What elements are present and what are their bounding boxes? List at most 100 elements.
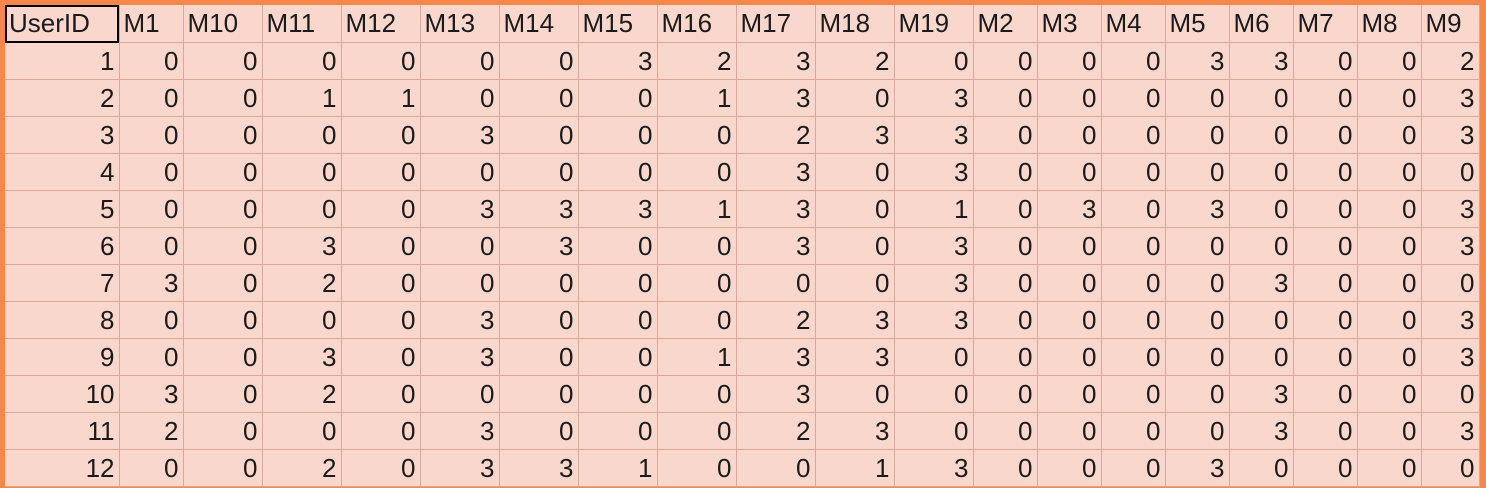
- rating-cell[interactable]: 3: [1421, 338, 1480, 376]
- rating-cell[interactable]: 0: [1357, 116, 1422, 154]
- rating-cell[interactable]: 0: [183, 449, 263, 487]
- rating-cell[interactable]: 3: [1165, 42, 1230, 80]
- rating-cell[interactable]: 0: [119, 79, 184, 117]
- rating-cell[interactable]: 0: [1229, 153, 1294, 191]
- rating-cell[interactable]: 0: [183, 227, 263, 265]
- header-cell-m3[interactable]: M3: [1037, 5, 1102, 43]
- rating-cell[interactable]: 3: [1229, 412, 1294, 450]
- rating-cell[interactable]: 0: [973, 449, 1038, 487]
- rating-cell[interactable]: 0: [183, 264, 263, 302]
- rating-cell[interactable]: 0: [119, 116, 184, 154]
- rating-cell[interactable]: 0: [1293, 449, 1358, 487]
- rating-cell[interactable]: 0: [1037, 375, 1102, 413]
- rating-cell[interactable]: 3: [1421, 116, 1480, 154]
- rating-cell[interactable]: 0: [1293, 338, 1358, 376]
- header-cell-m1[interactable]: M1: [119, 5, 184, 43]
- rating-cell[interactable]: 0: [1165, 412, 1230, 450]
- userid-cell[interactable]: 4: [5, 153, 120, 191]
- rating-cell[interactable]: 0: [657, 449, 737, 487]
- rating-cell[interactable]: 2: [736, 116, 816, 154]
- rating-cell[interactable]: 0: [1165, 264, 1230, 302]
- userid-cell[interactable]: 1: [5, 42, 120, 80]
- rating-cell[interactable]: 0: [1165, 153, 1230, 191]
- rating-cell[interactable]: 0: [1037, 153, 1102, 191]
- rating-cell[interactable]: 0: [262, 153, 342, 191]
- rating-cell[interactable]: 0: [1037, 42, 1102, 80]
- rating-cell[interactable]: 0: [262, 42, 342, 80]
- rating-cell[interactable]: 0: [894, 338, 974, 376]
- rating-cell[interactable]: 0: [1357, 153, 1422, 191]
- rating-cell[interactable]: 0: [894, 375, 974, 413]
- rating-cell[interactable]: 0: [1293, 153, 1358, 191]
- rating-cell[interactable]: 2: [119, 412, 184, 450]
- rating-cell[interactable]: 3: [420, 449, 500, 487]
- rating-cell[interactable]: 0: [973, 116, 1038, 154]
- rating-cell[interactable]: 0: [499, 301, 579, 339]
- rating-cell[interactable]: 1: [657, 79, 737, 117]
- userid-cell[interactable]: 6: [5, 227, 120, 265]
- rating-cell[interactable]: 0: [736, 449, 816, 487]
- rating-cell[interactable]: 3: [1421, 227, 1480, 265]
- rating-cell[interactable]: 0: [657, 412, 737, 450]
- rating-cell[interactable]: 0: [499, 79, 579, 117]
- rating-cell[interactable]: 0: [1101, 79, 1166, 117]
- header-cell-m13[interactable]: M13: [420, 5, 500, 43]
- rating-cell[interactable]: 0: [1229, 227, 1294, 265]
- header-cell-userid[interactable]: UserID: [5, 5, 120, 43]
- rating-cell[interactable]: 0: [1165, 301, 1230, 339]
- rating-cell[interactable]: 0: [183, 375, 263, 413]
- rating-cell[interactable]: 0: [1037, 79, 1102, 117]
- rating-cell[interactable]: 2: [815, 42, 895, 80]
- rating-cell[interactable]: 0: [1229, 190, 1294, 228]
- rating-cell[interactable]: 3: [1037, 190, 1102, 228]
- header-cell-m15[interactable]: M15: [578, 5, 658, 43]
- rating-cell[interactable]: 0: [578, 116, 658, 154]
- header-cell-m14[interactable]: M14: [499, 5, 579, 43]
- rating-cell[interactable]: 3: [119, 264, 184, 302]
- rating-cell[interactable]: 0: [1101, 264, 1166, 302]
- rating-cell[interactable]: 2: [262, 449, 342, 487]
- rating-cell[interactable]: 0: [1229, 301, 1294, 339]
- rating-cell[interactable]: 0: [499, 338, 579, 376]
- rating-cell[interactable]: 1: [657, 338, 737, 376]
- rating-cell[interactable]: 0: [1101, 301, 1166, 339]
- rating-cell[interactable]: 3: [578, 190, 658, 228]
- rating-cell[interactable]: 3: [1421, 412, 1480, 450]
- header-cell-m4[interactable]: M4: [1101, 5, 1166, 43]
- rating-cell[interactable]: 0: [1293, 301, 1358, 339]
- rating-cell[interactable]: 0: [341, 116, 421, 154]
- userid-cell[interactable]: 7: [5, 264, 120, 302]
- rating-cell[interactable]: 0: [499, 375, 579, 413]
- rating-cell[interactable]: 3: [420, 412, 500, 450]
- rating-cell[interactable]: 0: [1101, 412, 1166, 450]
- rating-cell[interactable]: 3: [736, 227, 816, 265]
- rating-cell[interactable]: 3: [1229, 264, 1294, 302]
- header-cell-m18[interactable]: M18: [815, 5, 895, 43]
- rating-cell[interactable]: 0: [1357, 42, 1422, 80]
- rating-cell[interactable]: 0: [1357, 264, 1422, 302]
- rating-cell[interactable]: 0: [1293, 79, 1358, 117]
- rating-cell[interactable]: 0: [119, 42, 184, 80]
- header-cell-m7[interactable]: M7: [1293, 5, 1358, 43]
- rating-cell[interactable]: 0: [262, 116, 342, 154]
- rating-cell[interactable]: 0: [973, 227, 1038, 265]
- rating-cell[interactable]: 3: [894, 449, 974, 487]
- rating-cell[interactable]: 0: [1037, 264, 1102, 302]
- rating-cell[interactable]: 3: [736, 375, 816, 413]
- rating-cell[interactable]: 3: [1165, 449, 1230, 487]
- rating-cell[interactable]: 3: [262, 227, 342, 265]
- rating-cell[interactable]: 0: [1165, 338, 1230, 376]
- rating-cell[interactable]: 0: [1037, 301, 1102, 339]
- rating-cell[interactable]: 0: [262, 190, 342, 228]
- rating-cell[interactable]: 0: [894, 412, 974, 450]
- rating-cell[interactable]: 0: [499, 153, 579, 191]
- header-cell-m12[interactable]: M12: [341, 5, 421, 43]
- rating-cell[interactable]: 0: [657, 301, 737, 339]
- rating-cell[interactable]: 0: [1101, 190, 1166, 228]
- rating-cell[interactable]: 0: [973, 375, 1038, 413]
- rating-cell[interactable]: 2: [1421, 42, 1480, 80]
- rating-cell[interactable]: 1: [341, 79, 421, 117]
- rating-cell[interactable]: 0: [183, 79, 263, 117]
- rating-cell[interactable]: 0: [1293, 42, 1358, 80]
- rating-cell[interactable]: 0: [119, 190, 184, 228]
